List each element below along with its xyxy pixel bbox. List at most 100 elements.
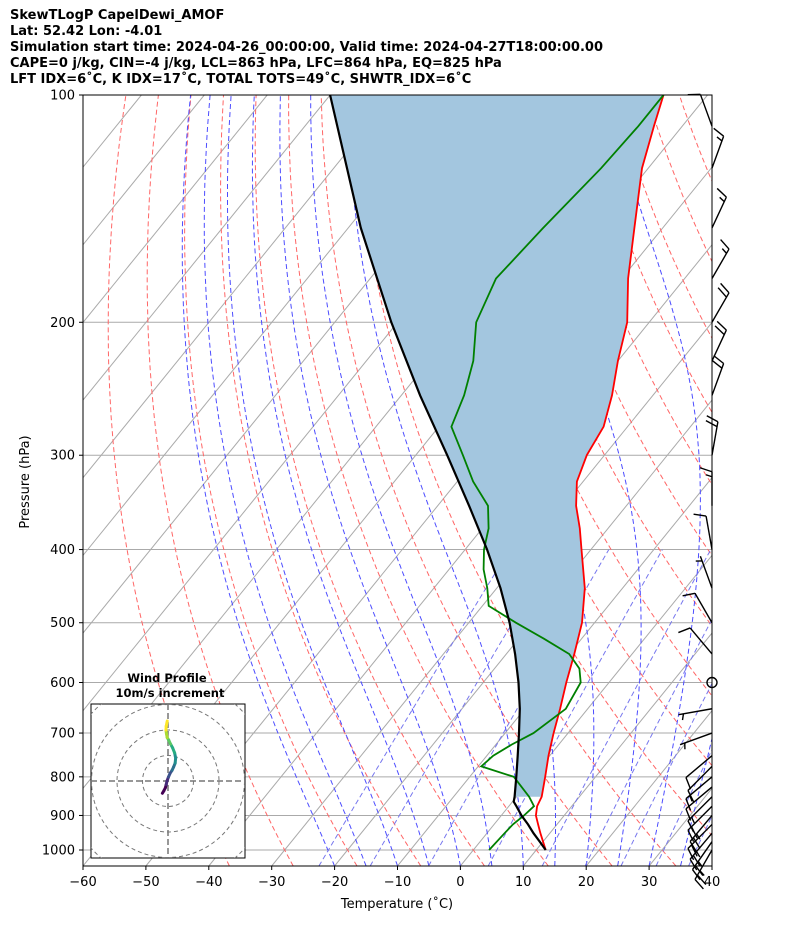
wind-barb	[685, 786, 713, 821]
dry-adiabat-line	[146, 95, 294, 866]
dry-adiabat-line	[288, 95, 549, 866]
wind-barb	[711, 320, 728, 362]
moist-adiabat-line	[203, 95, 367, 866]
y-axis-label: Pressure (hPa)	[18, 435, 33, 528]
wind-barb	[687, 93, 713, 127]
title-line-times: Simulation start time: 2024-04-26_00:00:…	[10, 40, 603, 55]
x-axis-label: Temperature (˚C)	[340, 896, 453, 912]
temperature-profile-line	[534, 95, 665, 851]
hodograph-title: Wind Profile	[127, 671, 207, 685]
mixing-ratio-line	[487, 549, 663, 866]
moist-adiabat-line	[680, 736, 712, 866]
dry-adiabat-line	[678, 95, 712, 183]
wind-barbs	[678, 93, 730, 890]
moist-adiabat-line	[279, 95, 461, 866]
mixing-ratio-line	[688, 814, 712, 866]
x-tick-label: −50	[132, 875, 159, 890]
x-tick-label: 0	[456, 875, 464, 890]
wind-barb	[711, 282, 730, 323]
title-line-indices: LFT IDX=6˚C, K IDX=17˚C, TOTAL TOTS=49˚C…	[10, 72, 472, 87]
mixing-ratio-line	[620, 682, 712, 866]
y-tick-label: 700	[50, 727, 75, 742]
wind-barb	[711, 187, 728, 229]
isotherm-line	[648, 787, 712, 866]
title-line-location: Lat: 52.42 Lon: -4.01	[10, 24, 163, 39]
y-tick-label: 300	[50, 449, 75, 464]
wind-barb	[679, 732, 713, 750]
moist-adiabat-line	[711, 864, 712, 866]
wind-barb	[682, 592, 713, 624]
x-tick-label: 20	[578, 875, 595, 890]
y-tick-label: 400	[50, 543, 75, 558]
mixing-ratio-line	[541, 549, 712, 866]
wind-barb	[711, 239, 730, 279]
x-tick-label: −60	[69, 875, 96, 890]
dry-adiabat-line	[646, 95, 712, 263]
hodograph-subtitle: 10m/s increment	[116, 686, 225, 700]
moist-adiabat-line	[251, 95, 430, 866]
isotherm-line	[334, 399, 712, 866]
y-tick-label: 900	[50, 809, 75, 824]
mixing-ratio-line	[655, 748, 712, 866]
y-tick-label: 200	[50, 316, 75, 331]
y-tick-label: 1000	[42, 844, 75, 859]
hodograph-segment	[164, 719, 169, 728]
y-tick-label: 600	[50, 676, 75, 691]
x-tick-label: 40	[704, 875, 721, 890]
wind-barb	[689, 815, 713, 853]
mixing-ratio-line	[584, 618, 712, 866]
isotherm-line	[460, 554, 712, 866]
moist-adiabat-line	[346, 95, 524, 866]
wind-barb	[678, 627, 713, 655]
wind-barb	[678, 708, 713, 721]
y-tick-label: 800	[50, 770, 75, 785]
wind-barb	[691, 841, 713, 881]
x-tick-label: −20	[321, 875, 348, 890]
wind-barb	[711, 127, 725, 169]
parcel-profile-line	[329, 95, 547, 851]
shaded-cin-region	[330, 95, 664, 797]
x-tick-label: −40	[195, 875, 222, 890]
x-tick-label: −30	[258, 875, 285, 890]
isotherm-line	[83, 95, 394, 479]
hodograph-inset: Wind Profile 10m/s increment	[90, 671, 246, 859]
wind-barb	[685, 755, 713, 790]
dry-adiabat-line	[711, 95, 712, 97]
cin-shaded-area	[330, 95, 664, 797]
axes: −60 −50 −40 −30 −20 −10 0 10 20 30 40 1000 900 800 700…	[42, 89, 720, 891]
chart-header: SkewTLogP CapelDewi_AMOF Lat: 52.42 Lon:…	[10, 8, 603, 88]
wind-barb	[687, 796, 713, 833]
isotherm-line	[83, 95, 457, 557]
mixing-ratio-line	[428, 549, 610, 866]
wind-barb	[687, 765, 713, 803]
moist-adiabat-line	[227, 95, 398, 866]
isotherm-line	[522, 632, 712, 866]
isotherm-line	[83, 95, 268, 324]
title-line-cape: CAPE=0 j/kg, CIN=-4 j/kg, LCL=863 hPa, L…	[10, 56, 502, 71]
wind-barb	[695, 555, 713, 589]
y-tick-label: 100	[50, 89, 75, 104]
x-tick-label: 10	[515, 875, 532, 890]
isotherm-line	[585, 709, 712, 866]
wind-barb	[699, 467, 713, 506]
x-tick-label: 30	[641, 875, 658, 890]
moist-adiabat-line	[310, 95, 493, 866]
moist-adiabat-line	[181, 95, 336, 866]
isotherm-line	[271, 321, 712, 866]
isotherm-line	[83, 95, 205, 246]
dry-adiabat-line	[745, 95, 794, 866]
y-tick-label: 500	[50, 616, 75, 631]
dry-adiabat-line	[184, 95, 358, 866]
wind-barb	[711, 355, 725, 396]
isotherm-line	[711, 865, 712, 866]
isotherm-line	[0, 95, 79, 866]
mixing-ratio-line	[318, 549, 511, 866]
wind-barb	[689, 832, 713, 871]
profile-lines	[329, 95, 665, 851]
x-tick-label: −10	[384, 875, 411, 890]
moist-adiabat-line	[607, 95, 701, 866]
isotherm-line	[83, 95, 331, 401]
dry-adiabat-line	[613, 95, 712, 340]
title-line-station: SkewTLogP CapelDewi_AMOF	[10, 8, 225, 23]
